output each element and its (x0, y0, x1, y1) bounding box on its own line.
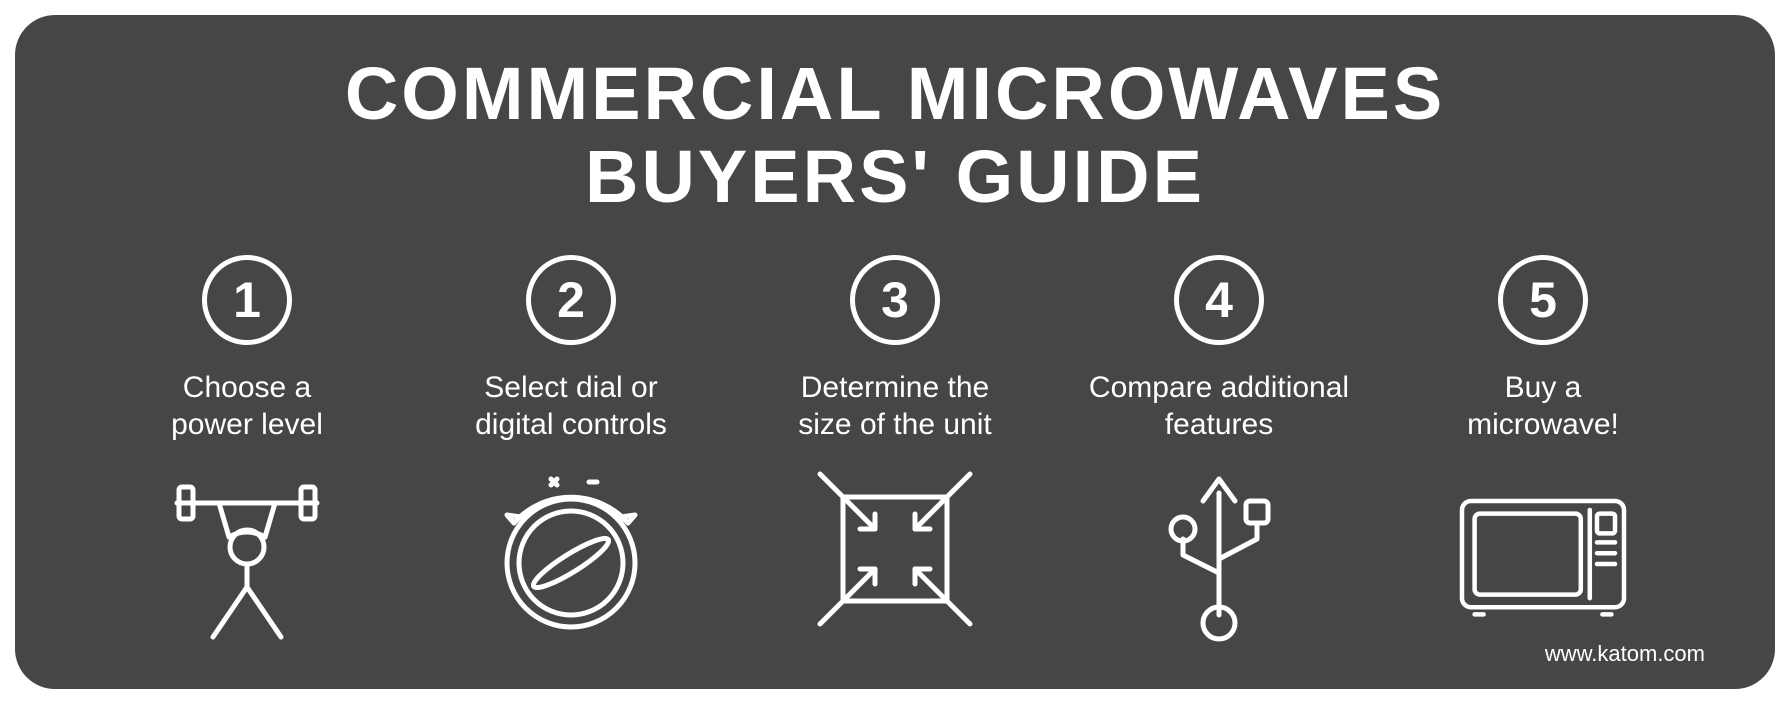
step-label-3: Determine the size of the unit (798, 369, 991, 447)
step-number-3: 3 (850, 255, 940, 345)
title-line-2: BUYERS' GUIDE (585, 135, 1205, 218)
steps-row: 1 Choose a power level 2 Sele (95, 255, 1695, 659)
microwave-icon (1453, 465, 1633, 645)
infographic-card: COMMERCIAL MICROWAVES BUYERS' GUIDE 1 Ch… (15, 15, 1775, 689)
step-4: 4 Compare additional features (1067, 255, 1371, 659)
weightlifter-icon (157, 465, 337, 645)
size-box-icon (805, 465, 985, 645)
step-number-2: 2 (526, 255, 616, 345)
step-5: 5 Buy a microwave! (1391, 255, 1695, 659)
step-label-1: Choose a power level (171, 369, 323, 447)
main-title: COMMERCIAL MICROWAVES BUYERS' GUIDE (95, 53, 1695, 219)
title-line-1: COMMERCIAL MICROWAVES (345, 52, 1445, 135)
step-number-4: 4 (1174, 255, 1264, 345)
step-label-5: Buy a microwave! (1467, 369, 1619, 447)
step-3: 3 Determine the size of the unit (743, 255, 1047, 659)
step-label-4: Compare additional features (1089, 369, 1349, 447)
usb-tree-icon (1129, 465, 1309, 645)
step-2: 2 Select dial or digital controls (419, 255, 723, 659)
footer-url: www.katom.com (1545, 641, 1705, 667)
step-1: 1 Choose a power level (95, 255, 399, 659)
step-number-5: 5 (1498, 255, 1588, 345)
step-label-2: Select dial or digital controls (475, 369, 667, 447)
dial-icon (481, 465, 661, 645)
step-number-1: 1 (202, 255, 292, 345)
